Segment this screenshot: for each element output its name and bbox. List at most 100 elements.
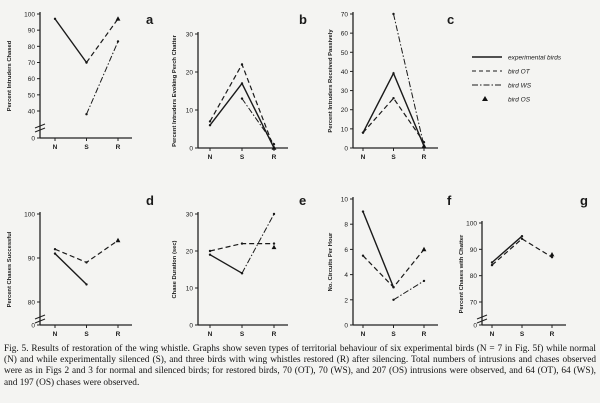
y-tick-label: 60	[28, 76, 36, 83]
y-axis-label: Percent Chases Successful	[7, 231, 13, 307]
panel-f: 0 2 4 6 8 10 N S R No. Circuits Per Hour f	[328, 193, 452, 338]
y-axis-label: Percent Intruders Received Passively	[328, 29, 334, 133]
panel-g: 0 70 80 90 100 N S R Percent Chases with Chatter…	[459, 193, 588, 338]
series-ot-line	[362, 249, 425, 289]
series-ws-point	[272, 143, 276, 146]
series-os-marker	[421, 143, 427, 148]
x-tick-label: R	[422, 154, 427, 161]
series-experimental-line	[54, 18, 88, 63]
series-os-marker	[271, 244, 277, 250]
x-tick-label: N	[361, 331, 366, 338]
x-tick-label: R	[550, 331, 555, 338]
y-tick-label: 10	[341, 197, 349, 204]
legend-marker	[482, 96, 488, 101]
x-tick-label: N	[208, 154, 213, 161]
y-tick-label: 10	[186, 286, 194, 293]
figure-caption: Fig. 5. Results of restoration of the wi…	[4, 344, 596, 388]
x-tick-label: S	[391, 154, 396, 161]
y-tick-label: 80	[28, 44, 36, 51]
y-tick-label: 60	[341, 31, 349, 38]
y-tick-label: 20	[186, 70, 194, 77]
x-tick-label: S	[84, 144, 89, 151]
x-tick-label: S	[84, 331, 89, 338]
series-ot-point	[392, 286, 395, 289]
legend: experimental birds bird OT bird WS bird OS	[472, 55, 562, 104]
series-ws-point	[240, 97, 244, 100]
series-ot-point	[208, 249, 212, 253]
panel-letter: a	[146, 12, 154, 27]
legend-label: bird OT	[508, 69, 531, 76]
x-tick-label: R	[422, 331, 427, 338]
series-ws-point	[392, 298, 395, 301]
panel-letter: g	[580, 193, 588, 208]
legend-item: bird OS	[482, 96, 531, 104]
series-ot-point	[240, 63, 244, 66]
series-ot-point	[272, 242, 276, 245]
y-tick-label: 30	[341, 88, 349, 95]
x-tick-label: N	[208, 331, 213, 338]
series-os-marker	[115, 16, 121, 21]
series-ot-point	[53, 248, 57, 251]
series-ot-point	[361, 254, 365, 257]
y-tick-label: 50	[28, 92, 36, 99]
x-tick-label: R	[116, 331, 121, 338]
series-experimental-point	[208, 124, 212, 127]
y-tick-label: 0	[189, 323, 193, 330]
series-ot-point	[392, 97, 395, 100]
y-tick-label: 70	[28, 60, 36, 67]
series-experimental-point	[392, 72, 395, 75]
y-tick-label: 20	[186, 249, 194, 256]
series-ws-point	[422, 279, 426, 283]
series-experimental-point	[85, 283, 88, 286]
series-experimental-point	[490, 261, 494, 264]
x-tick-label: S	[520, 331, 525, 338]
series-os-marker	[271, 145, 277, 150]
x-tick-label: S	[240, 154, 245, 161]
x-tick-label: N	[490, 331, 495, 338]
y-tick-label: 0	[189, 146, 193, 153]
x-tick-label: S	[240, 331, 245, 338]
y-tick-label: 4	[344, 272, 348, 279]
series-ot-point	[240, 242, 244, 245]
series-ws-line	[393, 13, 425, 147]
panel-a: 0 40 50 60 70 80 90 100 N S R Percent Intruders Cha…	[7, 12, 154, 152]
legend-item: bird WS	[472, 83, 532, 90]
series-ws-line	[86, 41, 119, 115]
y-tick-label: 70	[470, 300, 478, 307]
y-tick-label: 70	[341, 12, 349, 19]
series-experimental-point	[361, 210, 365, 213]
series-ot-point	[520, 237, 524, 240]
series-experimental-point	[520, 234, 524, 238]
y-tick-label: 80	[470, 273, 478, 280]
y-tick-label: 40	[341, 69, 349, 76]
series-os-marker	[549, 252, 555, 257]
legend-label: bird WS	[508, 83, 532, 90]
series-experimental-line	[54, 253, 87, 285]
series-ot-point	[361, 131, 365, 134]
series-os-marker	[115, 237, 121, 243]
series-ot-point	[208, 120, 212, 123]
series-ot-line	[491, 238, 553, 266]
series-experimental-line	[209, 82, 275, 149]
y-tick-label: 30	[186, 32, 194, 39]
legend-label: bird OS	[508, 97, 531, 104]
series-experimental-point	[240, 82, 244, 85]
series-os-marker	[421, 246, 427, 252]
series-ws-line	[393, 280, 425, 301]
y-tick-label: 100	[466, 221, 477, 228]
y-tick-label: 0	[31, 136, 35, 143]
x-tick-label: R	[272, 331, 277, 338]
y-tick-label: 50	[341, 50, 349, 57]
panel-d: 0 80 90 100 N S R Percent Chases Successful d	[7, 193, 154, 338]
panel-letter: c	[447, 12, 454, 27]
y-tick-label: 20	[341, 107, 349, 114]
x-tick-label: N	[53, 144, 58, 151]
y-tick-label: 6	[344, 247, 348, 254]
y-tick-label: 40	[28, 109, 36, 116]
series-ot-point	[490, 263, 494, 267]
series-experimental-line	[491, 235, 523, 264]
panel-letter: d	[146, 193, 154, 208]
panel-e: 0 10 20 30 N S R Chase Duration (sec) e	[172, 193, 306, 338]
series-ws-point	[392, 12, 395, 16]
